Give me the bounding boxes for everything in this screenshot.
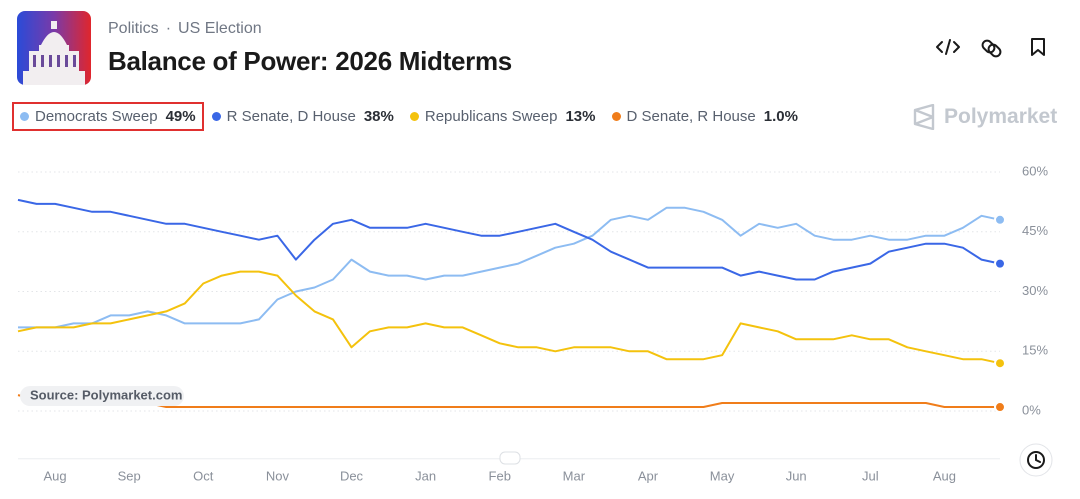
x-tick-label: Jan: [415, 468, 436, 483]
toolbar: [936, 38, 1045, 59]
legend-item[interactable]: Republicans Sweep 13%: [404, 104, 602, 129]
brand-name: Polymarket: [944, 105, 1058, 128]
legend-value: 38%: [363, 108, 394, 125]
x-tick-label: Nov: [266, 468, 290, 483]
legend-name: Republicans Sweep: [424, 108, 558, 125]
y-tick-label: 0%: [1022, 402, 1041, 417]
legend-dot: [20, 112, 29, 121]
history-button[interactable]: [1019, 443, 1053, 477]
source: Source: Polymarket.com: [30, 387, 182, 402]
x-tick-label: Feb: [489, 468, 511, 483]
chart-title: Balance of Power: 2026 Midterms: [108, 46, 512, 76]
series-lines: [17, 198, 1006, 414]
brand: Polymarket: [912, 104, 1057, 130]
legend-item[interactable]: Democrats Sweep 49%: [12, 102, 204, 131]
series-line: [17, 394, 1000, 408]
breadcrumbs: Politics · US Election: [108, 20, 262, 37]
y-tick-label: 30%: [1022, 283, 1048, 298]
end-dot: [994, 257, 1006, 270]
category[interactable]: Politics: [108, 20, 159, 37]
legend-value: 49%: [165, 108, 196, 125]
x-tick-label: Apr: [638, 468, 659, 483]
x-tick-label: Dec: [340, 468, 364, 483]
legend-name: D Senate, R House: [626, 108, 756, 125]
legend-dot: [211, 112, 221, 121]
end-dot: [994, 401, 1006, 414]
legend-value: 1.0%: [763, 108, 798, 125]
x-tick-label: Mar: [563, 468, 586, 483]
market-icon: [17, 11, 91, 85]
grid: 0% 15% 30% 45% 60% Aug Sep Oct Nov Dec Jan Feb Mar Ap…: [18, 163, 1048, 483]
legend-name: R Senate, D House: [226, 108, 356, 125]
bookmark-button[interactable]: [1031, 38, 1045, 56]
end-dot: [994, 357, 1006, 370]
y-tick-label: 15%: [1022, 343, 1048, 358]
brand-logo: [913, 104, 935, 130]
legend: Democrats Sweep 49% R Senate, D House 38% Re…: [12, 102, 808, 131]
legend-name: Democrats Sweep: [35, 108, 158, 125]
series-line: [17, 198, 1001, 281]
legend-dot: [409, 112, 419, 121]
x-tick-label: Aug: [43, 468, 66, 483]
y-tick-label: 60%: [1022, 163, 1048, 178]
series-line: [17, 270, 1001, 365]
legend-item[interactable]: D Senate, R House 1.0%: [606, 104, 804, 129]
y-tick-label: 45%: [1022, 223, 1048, 238]
legend-dot: [611, 112, 621, 121]
x-tick-label: Sep: [118, 468, 141, 483]
embed-button[interactable]: [936, 39, 960, 55]
legend-value: 13%: [565, 108, 596, 125]
x-tick-label: Aug: [933, 468, 956, 483]
x-tick-label: May: [710, 468, 735, 483]
legend-item[interactable]: R Senate, D House 38%: [206, 104, 400, 129]
subcategory[interactable]: US Election: [178, 20, 262, 37]
end-dot: [994, 213, 1006, 226]
link-button[interactable]: [981, 39, 1003, 59]
source-badge: [20, 386, 184, 406]
x-tick-label: Oct: [193, 468, 214, 483]
range-handle[interactable]: [499, 451, 521, 465]
x-tick-label: Jun: [786, 468, 807, 483]
series-line: [18, 206, 1001, 329]
x-tick-label: Jul: [862, 468, 879, 483]
